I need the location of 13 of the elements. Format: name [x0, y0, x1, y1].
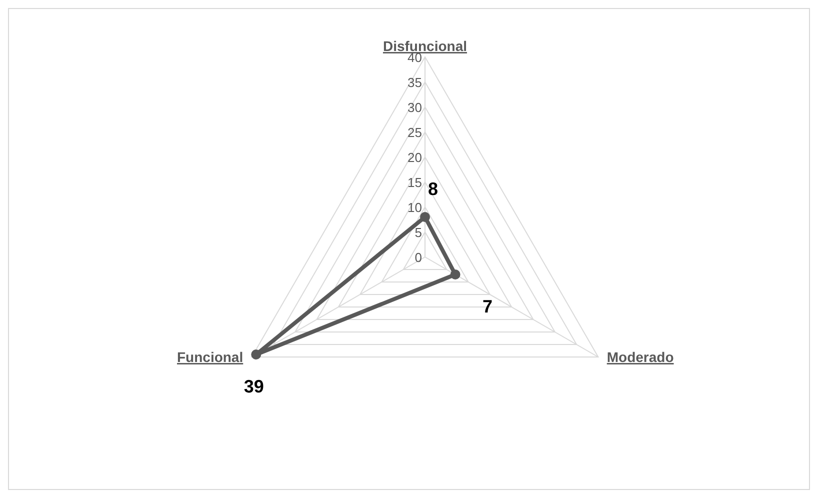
y-tick-label: 35	[408, 75, 422, 90]
data-label: 39	[244, 376, 264, 396]
y-tick-label: 10	[408, 200, 422, 215]
data-label: 7	[482, 296, 493, 316]
y-tick-label: 25	[408, 125, 422, 140]
spoke-label: Funcional	[177, 349, 244, 365]
y-tick-label: 30	[408, 100, 422, 115]
y-tick-label: 15	[408, 175, 422, 190]
y-tick-label: 20	[408, 150, 422, 165]
y-tick-label: 5	[414, 225, 422, 240]
spoke-label: Moderado	[606, 349, 674, 365]
y-tick-label: 0	[414, 250, 422, 265]
data-label: 8	[428, 179, 438, 199]
